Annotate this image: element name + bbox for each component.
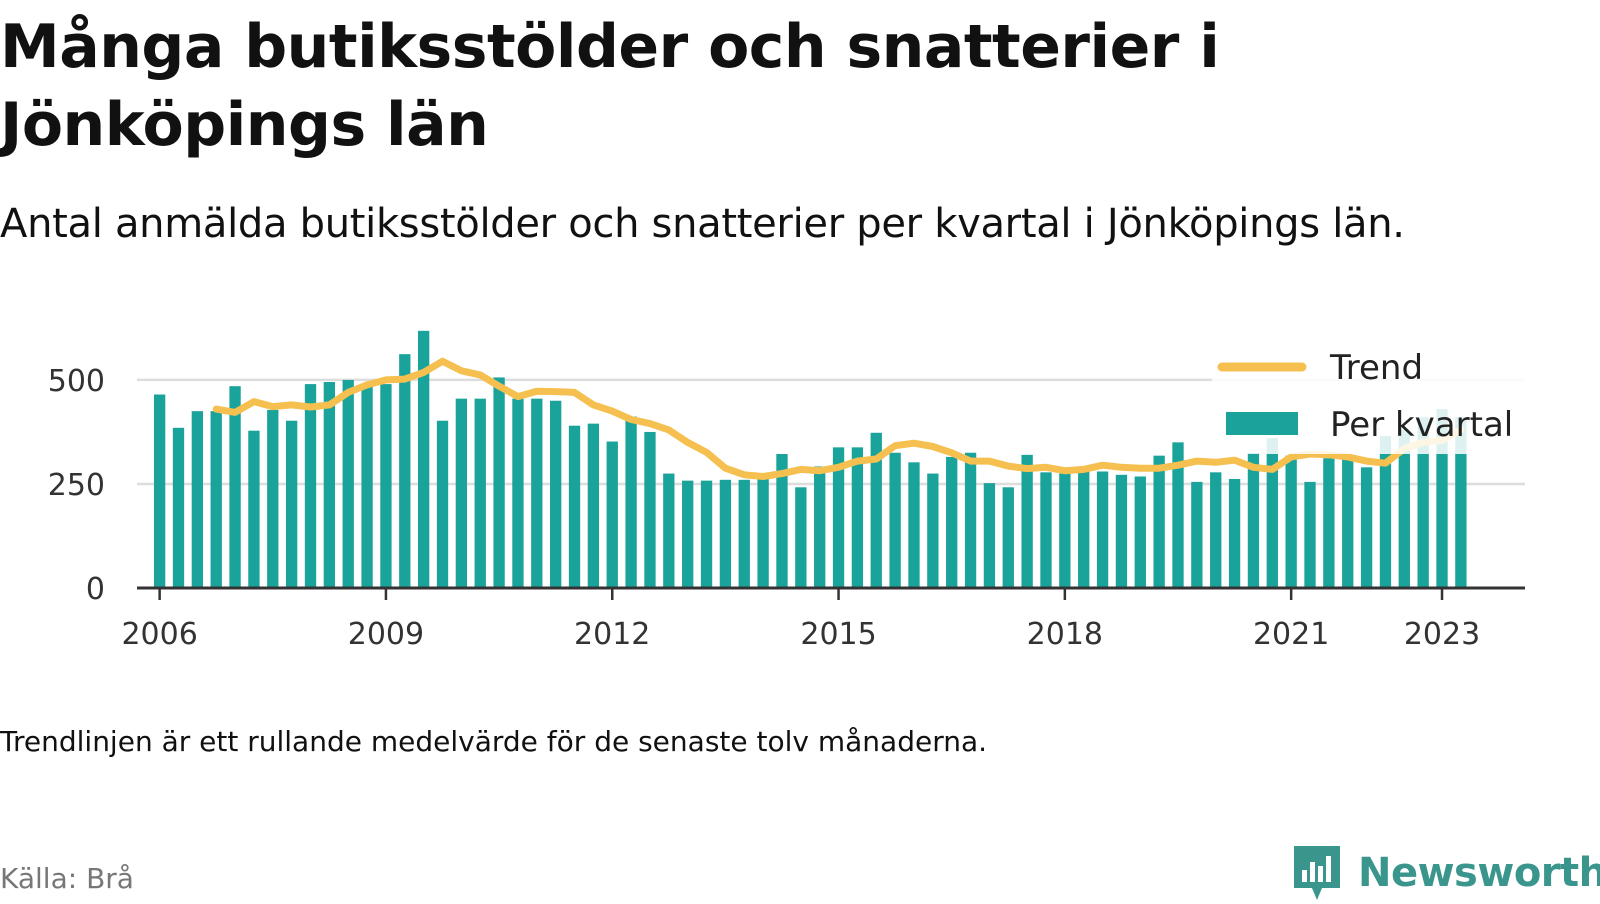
newsworthy-logo: Newsworthy <box>1292 842 1600 904</box>
bar <box>1304 481 1316 588</box>
bar <box>1059 473 1071 588</box>
bar <box>304 384 317 588</box>
bar <box>1247 452 1260 588</box>
bar <box>1040 472 1052 588</box>
legend-trend-label: Trend <box>1329 348 1423 388</box>
bar <box>323 382 336 588</box>
bar <box>1153 455 1165 588</box>
bar <box>776 454 788 588</box>
x-axis: 2006 2009 2012 2015 2018 2021 2023 <box>121 586 1525 652</box>
bar <box>1191 481 1203 588</box>
bar <box>1360 467 1373 588</box>
bar-series-per-kvartal <box>153 330 1467 588</box>
x-tick-label: 2009 <box>348 617 424 652</box>
bar <box>1342 454 1354 588</box>
bar <box>964 452 977 588</box>
bar <box>342 379 354 588</box>
newsworthy-logo-text: Newsworthy <box>1358 850 1600 896</box>
bar <box>1455 417 1467 588</box>
bar <box>568 425 581 588</box>
bar <box>1021 454 1033 588</box>
bar <box>719 479 732 588</box>
bar <box>1134 476 1146 588</box>
bar <box>644 431 656 588</box>
x-tick-label: 2018 <box>1027 617 1103 652</box>
x-tick-label: 2012 <box>574 617 650 652</box>
chart-title: Många butiksstölder och snatterier i Jön… <box>0 12 1220 160</box>
bar <box>229 386 241 588</box>
bar <box>1379 436 1392 588</box>
x-tick-label: 2023 <box>1404 617 1480 652</box>
bar <box>1115 474 1128 588</box>
bar <box>550 400 562 588</box>
bar <box>493 377 505 588</box>
bar <box>1002 487 1014 588</box>
bar <box>1417 417 1429 588</box>
bar <box>682 480 694 588</box>
bar <box>399 354 411 588</box>
bar <box>474 398 486 588</box>
bar <box>1323 458 1335 588</box>
x-tick-label: 2015 <box>800 617 876 652</box>
bar <box>1436 409 1448 588</box>
bar <box>927 473 939 588</box>
legend-per-kvartal-swatch <box>1226 412 1298 435</box>
bar <box>1398 429 1410 588</box>
bar <box>908 462 920 588</box>
bar <box>1078 467 1090 588</box>
bar <box>210 411 222 588</box>
bar <box>417 330 430 588</box>
bar <box>851 447 864 588</box>
bar <box>248 430 260 588</box>
bar <box>267 409 279 588</box>
bar <box>361 386 373 588</box>
bar <box>1266 438 1278 588</box>
bar <box>153 394 166 588</box>
footnote: Trendlinjen är ett rullande medelvärde f… <box>0 725 988 758</box>
bar <box>1172 442 1184 588</box>
bar <box>512 398 524 588</box>
bar <box>870 432 882 588</box>
x-tick-label: 2021 <box>1253 617 1329 652</box>
y-tick-label: 250 <box>48 468 105 503</box>
bar <box>587 423 600 588</box>
chart-subtitle: Antal anmälda butiksstölder och snatteri… <box>0 201 1405 247</box>
bar <box>1096 471 1109 588</box>
bar <box>814 466 826 588</box>
chart: 0 250 500 2006 2009 2012 2015 2018 2021 2023 Tre… <box>48 330 1542 652</box>
x-tick-label: 2006 <box>121 617 197 652</box>
bar <box>757 478 769 588</box>
bar <box>832 447 845 588</box>
bar <box>1210 472 1222 588</box>
bar <box>700 480 713 588</box>
legend-per-kvartal-label: Per kvartal <box>1330 405 1513 445</box>
bar <box>983 483 996 588</box>
bar <box>380 384 392 588</box>
bar <box>172 427 185 588</box>
legend: Trend Per kvartal <box>1212 342 1542 454</box>
bar <box>1285 455 1297 588</box>
y-tick-label: 500 <box>48 364 105 399</box>
y-tick-label: 0 <box>86 572 105 607</box>
bar <box>946 456 958 588</box>
bar <box>1228 478 1241 588</box>
bar <box>531 398 543 588</box>
legend-background <box>1212 342 1542 454</box>
newsworthy-logo-icon <box>1294 846 1340 900</box>
bar <box>738 479 750 588</box>
bar <box>606 441 618 588</box>
bar <box>889 452 901 588</box>
bar <box>191 411 204 588</box>
bar <box>455 398 468 588</box>
bar <box>795 487 807 588</box>
bar <box>663 473 675 588</box>
line-series-trend <box>212 357 1465 480</box>
source-credit: Källa: Brå <box>0 862 134 895</box>
trend-line <box>212 357 1465 480</box>
bar <box>436 420 449 588</box>
bar <box>625 416 637 588</box>
bar <box>285 420 298 588</box>
